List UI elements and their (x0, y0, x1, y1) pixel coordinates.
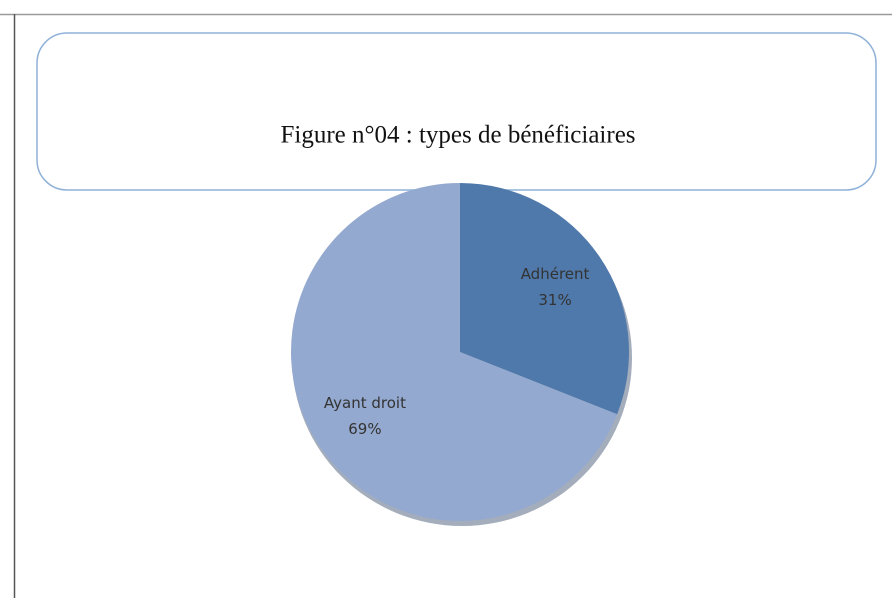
slice-value-label: 31% (538, 291, 571, 309)
pie-slice (291, 183, 618, 521)
chart-title: Figure n°04 : types de bénéficiaires (280, 122, 635, 149)
title-box (36, 32, 877, 191)
pie-slice (460, 183, 629, 415)
slice-label: Ayant droit (324, 394, 406, 412)
slice-value-label: 69% (348, 420, 381, 438)
slice-label: Adhérent (521, 265, 590, 283)
